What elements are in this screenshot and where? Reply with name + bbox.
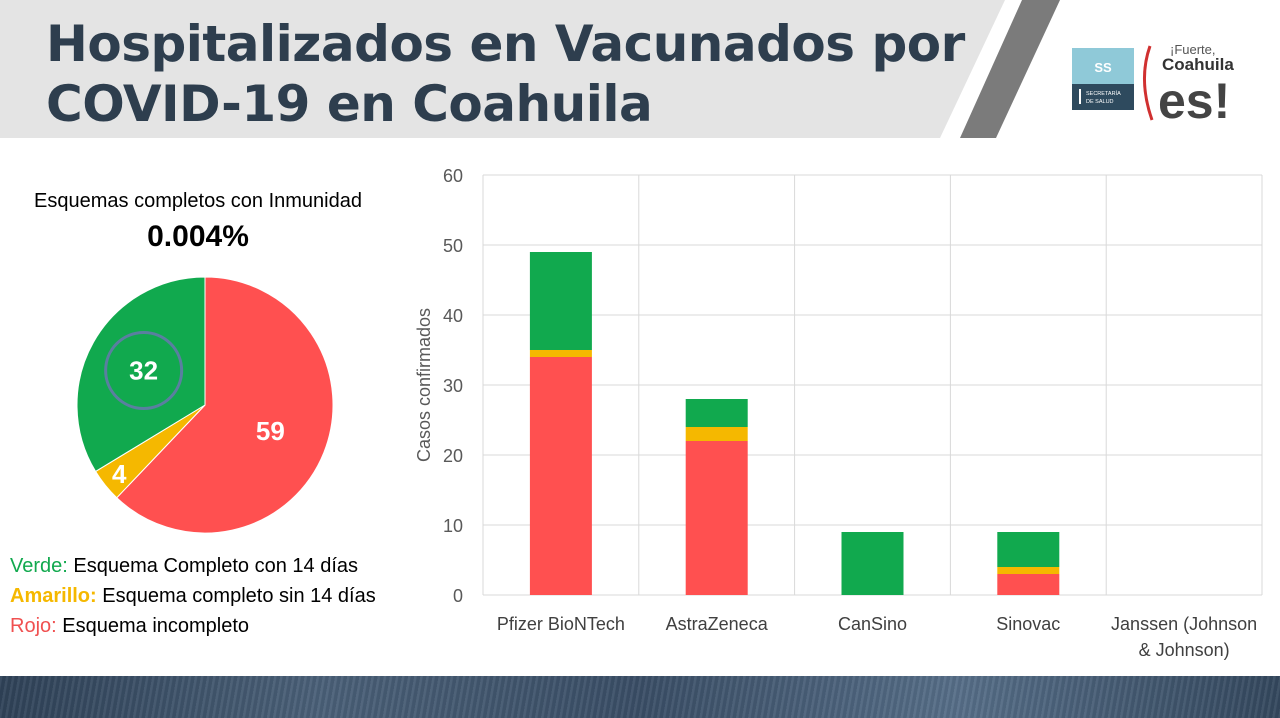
legend-key-rojo: Rojo:: [10, 615, 57, 637]
y-tick-label: 20: [443, 446, 463, 466]
header-background: [0, 0, 1060, 138]
bar-amarillo-3: [997, 567, 1060, 574]
bar-rojo-0: [529, 357, 592, 595]
legend-row-amarillo: Amarillo: Esquema completo sin 14 días: [10, 581, 376, 611]
y-tick-label: 60: [443, 166, 463, 186]
footer-band: [0, 676, 1280, 718]
pie-label-amarillo: 4: [112, 459, 127, 489]
svg-text:¡Fuerte,: ¡Fuerte,: [1170, 42, 1216, 57]
y-tick-label: 10: [443, 516, 463, 536]
pie-slice-verde: [76, 276, 206, 473]
header-band: [0, 0, 1280, 138]
x-tick-label: Sinovac: [996, 614, 1060, 634]
header-gray-band: [0, 0, 1005, 138]
x-tick-label: Janssen (Johnson: [1111, 614, 1257, 634]
pie-label-rojo: 59: [256, 416, 285, 446]
svg-text:DE SALUD: DE SALUD: [1086, 99, 1114, 105]
bar-verde-0: [529, 252, 592, 350]
pie-slice-rojo: [116, 276, 334, 534]
legend-key-amarillo: Amarillo:: [10, 585, 97, 607]
legend-row-rojo: Rojo: Esquema incompleto: [10, 611, 376, 641]
pie-chart: 59 4 32: [76, 276, 334, 534]
inmunidad-label: Esquemas completos con Inmunidad: [34, 190, 362, 212]
legend-row-verde: Verde: Esquema Completo con 14 días: [10, 551, 376, 581]
bar-verde-1: [685, 399, 748, 427]
x-tick-label: Pfizer BioNTech: [497, 614, 625, 634]
page-title: Hospitalizados en Vacunados por COVID-19…: [46, 14, 965, 134]
legend-text-amarillo: Esquema completo sin 14 días: [102, 585, 376, 607]
bar-verde-3: [997, 532, 1060, 567]
y-tick-label: 50: [443, 236, 463, 256]
legend-text-rojo: Esquema incompleto: [62, 615, 250, 637]
bar-amarillo-0: [529, 350, 592, 357]
bar-rojo-1: [685, 441, 748, 595]
y-tick-label: 30: [443, 376, 463, 396]
svg-text:SS: SS: [1094, 60, 1112, 75]
x-tick-label: & Johnson): [1139, 640, 1230, 660]
pie-highlight-ring: [104, 330, 184, 410]
secretaria-salud-logo: SS SECRETARÍA DE SALUD: [1072, 48, 1134, 110]
x-tick-label: AstraZeneca: [666, 614, 769, 634]
svg-text:SECRETARÍA: SECRETARÍA: [1086, 90, 1121, 97]
legend-text-verde: Esquema Completo con 14 días: [73, 555, 358, 577]
bar-rojo-3: [997, 574, 1060, 595]
y-tick-label: 0: [453, 586, 463, 606]
header-slash-stripe: [960, 0, 1060, 138]
y-tick-label: 40: [443, 306, 463, 326]
bar-chart: 0 10 20 30 40 50 60 Casos confirmados Pfizer Bio…: [414, 166, 1263, 660]
title-line-1: Hospitalizados en Vacunados por: [46, 15, 965, 73]
coahuila-logo: ¡Fuerte, Coahuila es!: [1142, 42, 1234, 124]
bar-amarillo-1: [685, 427, 748, 441]
inmunidad-value: 0.004%: [147, 220, 249, 253]
legend: Verde: Esquema Completo con 14 días Amar…: [10, 551, 376, 641]
footer-texture: [0, 676, 1280, 718]
title-line-2: COVID-19 en Coahuila: [46, 75, 653, 133]
svg-text:Coahuila: Coahuila: [1162, 55, 1234, 74]
y-axis-title: Casos confirmados: [414, 308, 434, 462]
pie-label-verde: 32: [129, 355, 158, 385]
svg-text:es!: es!: [1158, 73, 1230, 124]
legend-key-verde: Verde:: [10, 555, 68, 577]
bar-verde-2: [841, 532, 904, 595]
x-tick-label: CanSino: [838, 614, 907, 634]
